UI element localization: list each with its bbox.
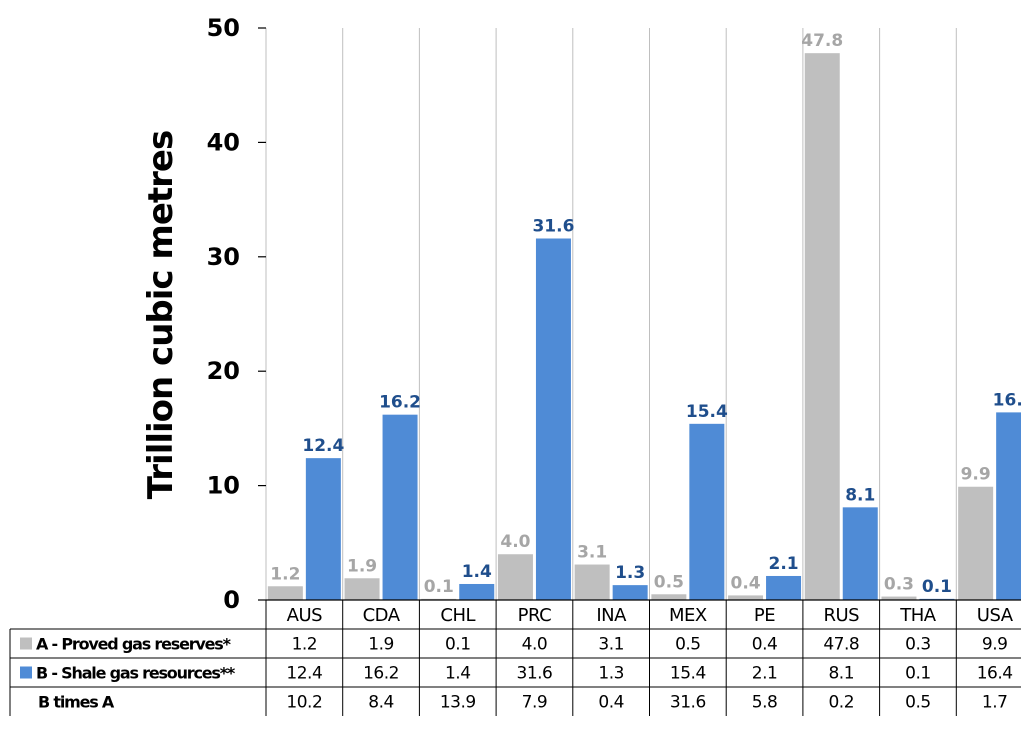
data-label: 9.9 xyxy=(961,465,991,485)
y-tick-label: 50 xyxy=(207,14,240,42)
table-cell: 16.4 xyxy=(977,664,1013,684)
data-label: 4.0 xyxy=(500,532,530,552)
table-cell: 2.1 xyxy=(752,664,778,684)
table-cell: 0.2 xyxy=(828,693,854,713)
table-cell: 5.8 xyxy=(752,693,778,713)
table-cell: 0.3 xyxy=(905,635,931,655)
data-label: 0.5 xyxy=(654,572,684,592)
data-label: 16.4 xyxy=(993,390,1021,410)
bar xyxy=(651,594,687,600)
bar xyxy=(804,53,840,601)
table-cell: 31.6 xyxy=(670,693,706,713)
data-label: 1.4 xyxy=(462,562,492,582)
data-labels: 1.2 12.4 1.9 16.2 0.1 1.4 4.0 31.6 3.1 1.3 0.5 15.4… xyxy=(270,31,1021,597)
x-tick-label: THA xyxy=(899,605,937,626)
bar xyxy=(881,596,917,600)
table-cell: 0.5 xyxy=(675,635,701,655)
bar xyxy=(305,458,341,600)
bar xyxy=(728,595,764,600)
data-label: 1.3 xyxy=(615,563,645,583)
data-label: 2.1 xyxy=(768,554,798,574)
table-cell: 8.1 xyxy=(828,664,854,684)
table-cell: 0.1 xyxy=(445,635,471,655)
bar xyxy=(382,414,418,600)
table-cell: 16.2 xyxy=(363,664,399,684)
data-table: AUS CDA CHL PRC INA MEX PE RUS THA USA A - Proved … xyxy=(9,600,1021,716)
gridlines xyxy=(265,28,957,600)
x-tick-label: CDA xyxy=(363,605,401,626)
table-cell: 1.4 xyxy=(445,664,471,684)
legend-marker xyxy=(20,637,32,650)
bar xyxy=(344,578,380,600)
table-row-label: A - Proved gas reserves* xyxy=(36,635,232,654)
table-cell: 3.1 xyxy=(598,635,624,655)
table-cell: 9.9 xyxy=(982,635,1008,655)
table-cell: 47.8 xyxy=(823,635,859,655)
x-tick-label: MEX xyxy=(669,605,707,626)
bar xyxy=(267,586,303,600)
table-cell: 1.3 xyxy=(598,664,624,684)
bar xyxy=(996,412,1021,600)
table-cell: 8.4 xyxy=(368,693,394,713)
data-label: 0.1 xyxy=(424,577,454,597)
data-label: 31.6 xyxy=(532,216,574,236)
table-cell: 1.2 xyxy=(292,635,318,655)
y-tick-label: 0 xyxy=(223,586,240,614)
data-label: 8.1 xyxy=(845,485,875,505)
data-label: 0.4 xyxy=(730,573,760,593)
y-tick-label: 20 xyxy=(207,357,240,385)
table-cell: 12.4 xyxy=(286,664,322,684)
bar xyxy=(535,238,571,600)
table-cell: 13.9 xyxy=(440,693,476,713)
x-tick-label: INA xyxy=(596,605,627,626)
data-label: 0.1 xyxy=(922,577,952,597)
legend-marker xyxy=(20,666,32,679)
data-label: 16.2 xyxy=(379,393,421,413)
y-tick-label: 40 xyxy=(207,128,240,156)
y-tick-label: 10 xyxy=(207,472,240,500)
bar xyxy=(612,585,648,600)
table-cell: 0.4 xyxy=(752,635,778,655)
table-row-label: B - Shale gas resources** xyxy=(36,664,236,683)
data-label: 1.9 xyxy=(347,556,377,576)
data-label: 12.4 xyxy=(302,436,344,456)
table-cell: 15.4 xyxy=(670,664,706,684)
table-cell: 0.4 xyxy=(598,693,624,713)
data-label: 1.2 xyxy=(270,564,300,584)
y-axis-label: Trillion cubic metres xyxy=(141,131,181,499)
table-row-label: B times A xyxy=(38,693,115,712)
bar xyxy=(459,583,495,600)
data-label: 47.8 xyxy=(801,31,843,51)
bars xyxy=(267,53,1021,601)
table-cell: 4.0 xyxy=(522,635,548,655)
table-cell: 1.7 xyxy=(982,693,1008,713)
data-label: 0.3 xyxy=(884,575,914,595)
table-cell: 0.1 xyxy=(905,664,931,684)
bar xyxy=(689,423,725,600)
x-tick-label: PRC xyxy=(518,605,552,626)
y-tick-label: 30 xyxy=(207,243,240,271)
bar xyxy=(574,564,610,600)
data-label: 15.4 xyxy=(686,402,728,422)
bar xyxy=(958,486,994,600)
table-cell: 31.6 xyxy=(517,664,553,684)
table-cell: 0.5 xyxy=(905,693,931,713)
table-cell: 1.9 xyxy=(368,635,394,655)
x-tick-label: PE xyxy=(754,605,775,626)
x-tick-label: AUS xyxy=(287,605,322,626)
x-tick-label: RUS xyxy=(823,605,859,626)
table-cell: 7.9 xyxy=(522,693,548,713)
bar xyxy=(766,575,802,600)
axes: 0 10 20 30 40 50 xyxy=(207,14,1021,614)
x-tick-label: CHL xyxy=(440,605,475,626)
x-tick-label: USA xyxy=(977,605,1014,626)
bar xyxy=(842,507,878,600)
table-cell: 10.2 xyxy=(286,693,322,713)
data-label: 3.1 xyxy=(577,543,607,563)
bar xyxy=(497,554,533,600)
